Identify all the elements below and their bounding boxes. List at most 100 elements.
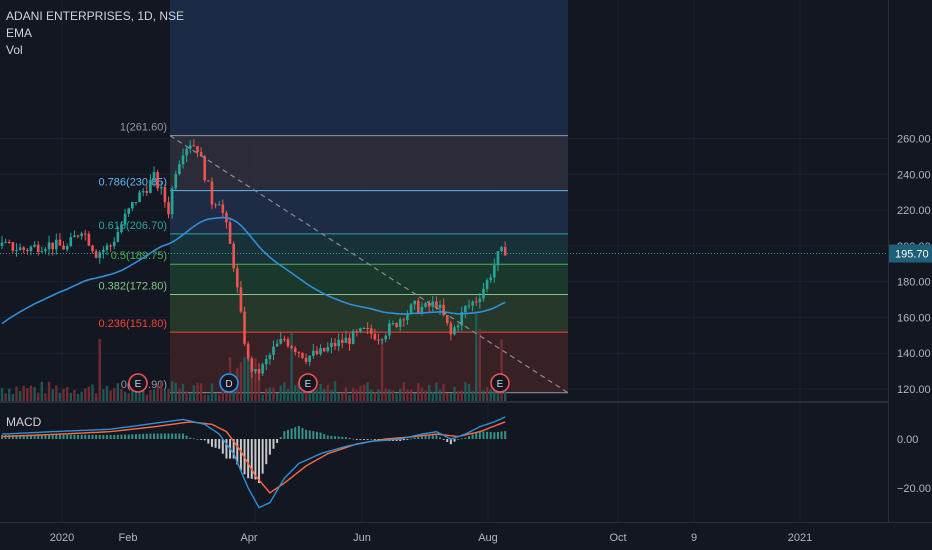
volume-bar	[413, 393, 416, 401]
macd-histogram-bar	[247, 439, 250, 479]
macd-histogram-bar	[11, 434, 14, 439]
candle-body	[131, 202, 134, 209]
current-price-badge	[889, 244, 932, 263]
volume-bar	[4, 393, 7, 401]
volume-bar	[493, 384, 496, 401]
volume-bar	[26, 388, 29, 401]
candle-body	[254, 369, 257, 372]
macd-histogram-bar	[334, 436, 337, 439]
macd-line	[1, 416, 506, 509]
candle-body	[283, 338, 286, 340]
volume-bar	[431, 391, 434, 401]
fib-level-label: 0.5(189.75)	[111, 250, 167, 262]
volume-bar	[279, 385, 282, 401]
candle-body	[138, 192, 141, 203]
candle-body	[236, 268, 239, 288]
macd-histogram-bar	[500, 431, 503, 439]
candlestick-series	[0, 139, 507, 381]
volume-bar	[109, 390, 112, 401]
time-axis-tick-label: Feb	[119, 532, 138, 544]
volume-bar	[80, 391, 83, 401]
ema-polyline	[1, 216, 506, 325]
macd-histogram-bar	[276, 439, 279, 443]
trend-line[interactable]	[0, 135, 888, 394]
macd-histogram-bar	[355, 439, 358, 440]
macd-histogram-bar	[410, 438, 413, 440]
candle-body	[268, 354, 272, 360]
macd-histogram-bar	[15, 434, 18, 439]
macd-histogram-bar	[478, 431, 481, 439]
candle-body	[456, 325, 460, 328]
macd-histogram-bar	[113, 434, 116, 439]
time-axis-tick-label: 2020	[50, 532, 74, 544]
candle-body	[123, 213, 127, 225]
candle-body	[442, 304, 445, 316]
candle-body	[4, 241, 7, 243]
candle-body	[409, 304, 413, 314]
macd-histogram-bar	[442, 439, 445, 440]
volume-bar	[199, 383, 203, 401]
macd-histogram-bar	[348, 437, 351, 439]
volume-bar	[257, 372, 261, 401]
volume-bar	[167, 388, 170, 401]
candle-body	[91, 245, 94, 252]
candle-body	[315, 350, 319, 355]
candle-body	[196, 146, 199, 153]
macd-histogram-bar	[19, 434, 22, 439]
candle-body	[116, 232, 120, 242]
macd-histogram-bar	[363, 439, 365, 440]
macd-histogram-bar	[504, 431, 507, 439]
candle-body	[264, 359, 268, 365]
candle-body	[58, 239, 62, 246]
candle-body	[326, 347, 330, 352]
volume-bar	[294, 385, 297, 401]
candle-body	[261, 364, 264, 374]
candle-body	[73, 235, 76, 238]
candle-body	[29, 246, 33, 251]
candle-body	[221, 204, 225, 213]
macd-histogram-bar	[91, 434, 94, 439]
macd-histogram-bar	[1, 435, 3, 439]
candle-body	[322, 348, 326, 352]
fib-band	[170, 135, 568, 191]
macd-histogram-bar	[207, 439, 210, 444]
fib-level-label: 1(261.60)	[120, 122, 167, 134]
volume-bar	[225, 390, 228, 401]
macd-histogram-bar	[22, 434, 25, 439]
volume-bar	[178, 388, 181, 401]
time-axis-tick-label: Jun	[353, 532, 371, 544]
macd-histogram-bar	[8, 435, 11, 439]
macd-histogram-bar	[413, 437, 416, 439]
ema-legend-label[interactable]: EMA	[6, 26, 33, 40]
candle-body	[167, 202, 170, 215]
time-axis-tick-label: Aug	[478, 532, 498, 544]
candle-body	[438, 304, 442, 309]
volume-bar	[84, 388, 87, 401]
candle-body	[15, 250, 18, 252]
candle-body	[377, 339, 380, 341]
volume-bar	[355, 389, 358, 401]
volume-bar	[163, 389, 167, 401]
macd-histogram-bar	[460, 438, 463, 440]
volume-bar	[149, 389, 152, 401]
macd-histogram-bar	[449, 439, 452, 445]
volume-bar	[185, 391, 188, 401]
volume-bar	[326, 384, 329, 401]
volume-bar	[91, 384, 94, 401]
volume-legend-label[interactable]: Vol	[6, 43, 23, 57]
symbol-title[interactable]: ADANI ENTERPRISES, 1D, NSE	[6, 9, 185, 23]
fib-level-label: 0.382(172.80)	[99, 281, 168, 293]
candle-body	[207, 180, 210, 182]
volume-bar	[44, 393, 47, 401]
macd-histogram-bar	[98, 434, 101, 439]
volume-bar	[370, 389, 373, 401]
candle-body	[80, 233, 83, 237]
ema-line	[1, 216, 506, 325]
macd-histogram-bar	[359, 439, 362, 440]
candle-body	[413, 300, 416, 305]
volume-bar	[123, 391, 127, 401]
macd-histogram-bar	[196, 439, 199, 440]
macd-histogram-bar	[265, 439, 268, 465]
